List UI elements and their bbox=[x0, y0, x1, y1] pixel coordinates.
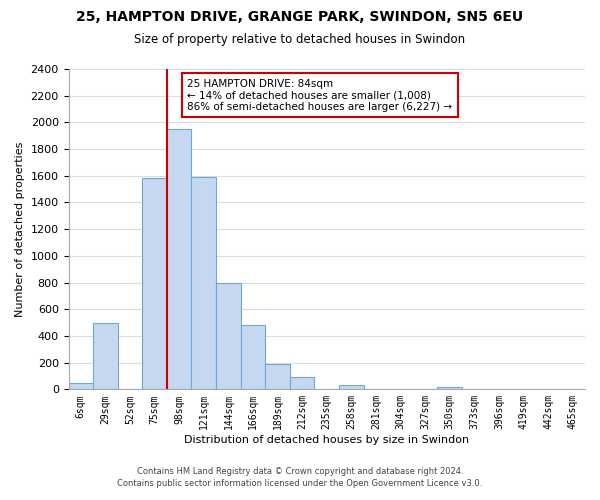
Bar bbox=[216, 282, 241, 390]
Bar bbox=[167, 129, 191, 390]
Text: Contains public sector information licensed under the Open Government Licence v3: Contains public sector information licen… bbox=[118, 478, 482, 488]
Text: 25 HAMPTON DRIVE: 84sqm
← 14% of detached houses are smaller (1,008)
86% of semi: 25 HAMPTON DRIVE: 84sqm ← 14% of detache… bbox=[187, 78, 452, 112]
Bar bbox=[265, 364, 290, 390]
Bar bbox=[339, 386, 364, 390]
Text: Contains HM Land Registry data © Crown copyright and database right 2024.: Contains HM Land Registry data © Crown c… bbox=[137, 467, 463, 476]
Y-axis label: Number of detached properties: Number of detached properties bbox=[15, 142, 25, 317]
Bar bbox=[290, 378, 314, 390]
Text: 25, HAMPTON DRIVE, GRANGE PARK, SWINDON, SN5 6EU: 25, HAMPTON DRIVE, GRANGE PARK, SWINDON,… bbox=[76, 10, 524, 24]
Bar bbox=[241, 326, 265, 390]
Bar bbox=[437, 386, 462, 390]
X-axis label: Distribution of detached houses by size in Swindon: Distribution of detached houses by size … bbox=[184, 435, 469, 445]
Bar bbox=[93, 322, 118, 390]
Bar bbox=[142, 178, 167, 390]
Bar bbox=[191, 177, 216, 390]
Text: Size of property relative to detached houses in Swindon: Size of property relative to detached ho… bbox=[134, 32, 466, 46]
Bar bbox=[68, 382, 93, 390]
